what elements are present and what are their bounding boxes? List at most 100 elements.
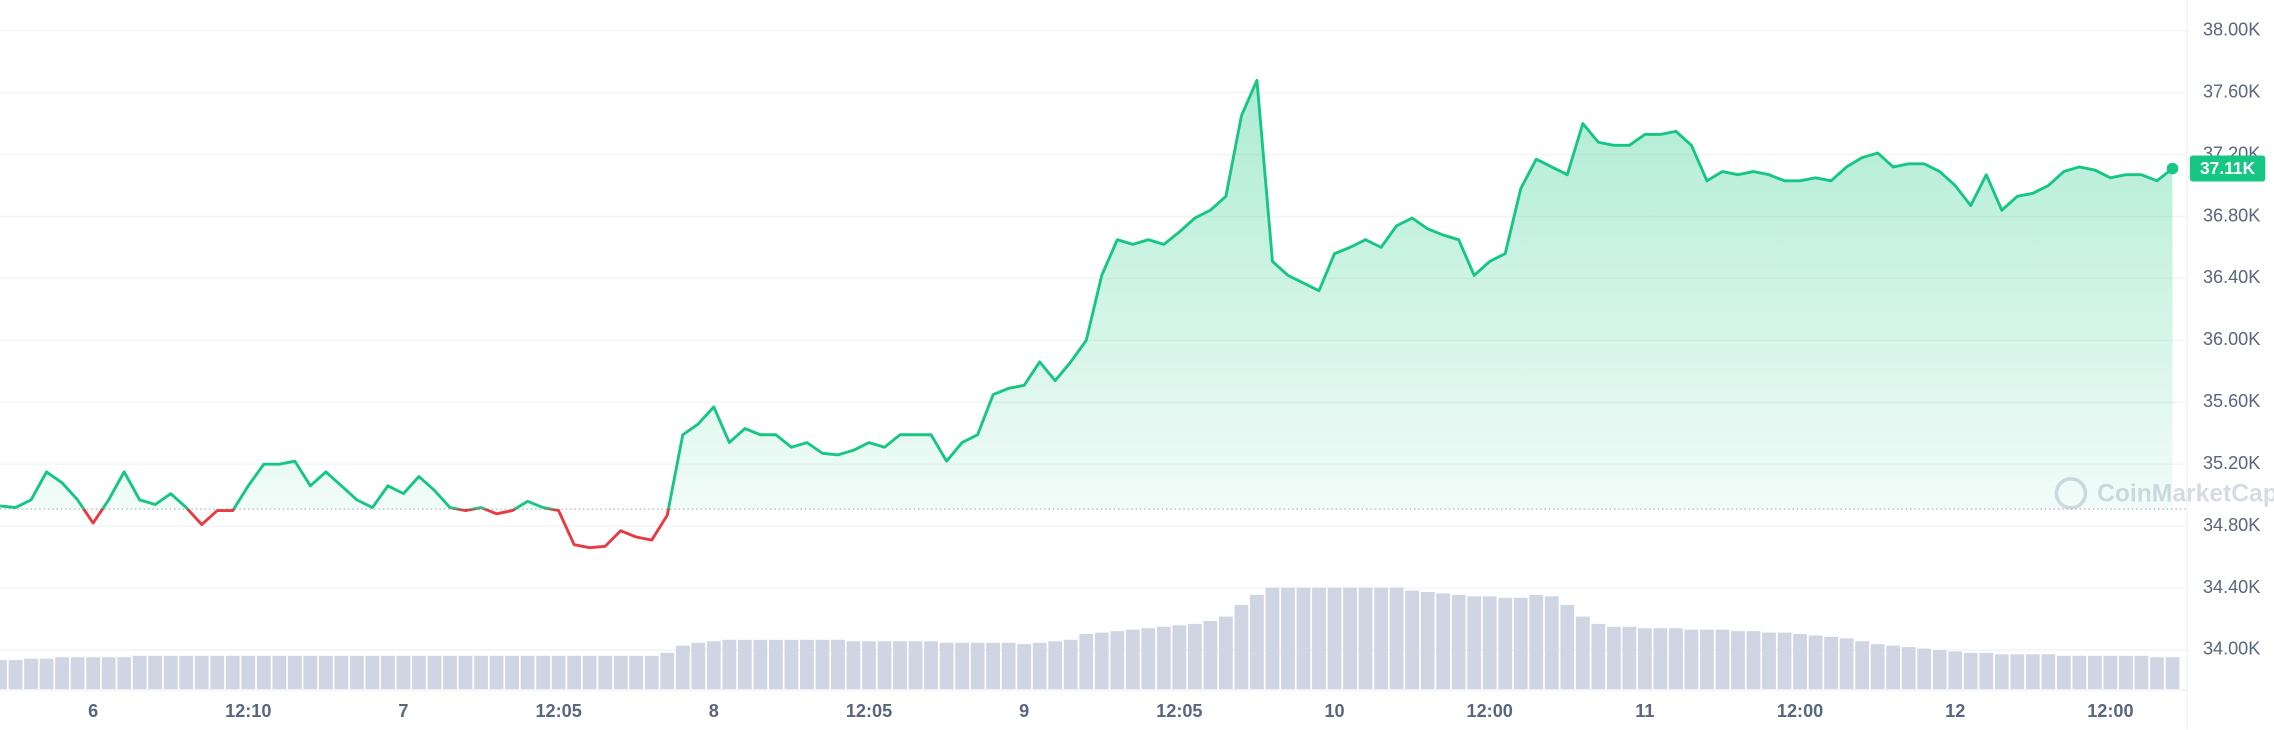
volume-bar xyxy=(1219,616,1233,690)
volume-bar xyxy=(412,655,426,690)
y-tick-label: 35.60K xyxy=(2203,391,2260,411)
volume-bar xyxy=(2056,655,2071,690)
x-tick-label: 12 xyxy=(1945,701,1965,721)
y-tick-label: 37.60K xyxy=(2203,81,2260,101)
volume-bar xyxy=(1637,628,1652,690)
x-tick-label: 8 xyxy=(709,701,719,721)
volume-bar xyxy=(1017,644,1032,690)
volume-bar xyxy=(1808,635,1823,690)
x-tick-label: 6 xyxy=(88,701,98,721)
volume-bar xyxy=(287,655,302,690)
volume-bar xyxy=(1932,649,1947,690)
volume-bar xyxy=(1963,652,1978,690)
volume-bar xyxy=(210,655,225,690)
price-tag-label: 37.11K xyxy=(2200,158,2256,178)
y-tick-label: 36.40K xyxy=(2203,267,2260,287)
volume-bar xyxy=(970,642,985,690)
volume-bar xyxy=(1187,623,1202,690)
volume-bar xyxy=(1312,587,1326,690)
volume-bar xyxy=(1125,629,1140,690)
volume-bar xyxy=(1870,644,1885,690)
volume-bar xyxy=(2041,654,2056,690)
volume-bar xyxy=(1250,594,1264,690)
volume-bar xyxy=(1762,632,1776,690)
volume-bar xyxy=(194,655,209,690)
volume-bar xyxy=(551,655,566,690)
volume-bar xyxy=(986,642,1001,690)
volume-bar xyxy=(1203,620,1218,690)
volume-bar xyxy=(2088,655,2102,690)
volume-bar xyxy=(815,639,830,690)
volume-bar xyxy=(443,655,457,690)
volume-bar xyxy=(1156,626,1171,690)
volume-bar xyxy=(567,655,582,690)
volume-bar xyxy=(86,657,100,690)
volume-bar xyxy=(1793,634,1807,690)
volume-bar xyxy=(1482,596,1497,690)
y-tick-label: 38.00K xyxy=(2203,19,2260,39)
volume-bar xyxy=(1529,594,1544,690)
volume-bar xyxy=(1374,587,1388,690)
volume-bar xyxy=(1824,636,1838,690)
volume-bar xyxy=(474,655,488,690)
volume-bar xyxy=(737,639,752,690)
volume-bar xyxy=(1715,629,1730,690)
volume-bar xyxy=(582,655,597,690)
volume-bar xyxy=(520,655,535,690)
volume-bar xyxy=(1855,641,1870,690)
volume-bar xyxy=(365,655,380,690)
volume-bar xyxy=(1110,631,1125,690)
volume-bar xyxy=(1575,616,1590,690)
price-tag xyxy=(2189,155,2266,182)
volume-bar xyxy=(1281,587,1295,690)
volume-bar xyxy=(2010,654,2025,690)
y-tick-label: 36.80K xyxy=(2203,205,2260,225)
volume-bar xyxy=(1358,587,1373,690)
volume-bar xyxy=(489,655,504,690)
volume-bar xyxy=(350,655,364,690)
volume-bar xyxy=(396,655,411,690)
volume-bar xyxy=(55,657,69,690)
volume-bar xyxy=(1606,626,1621,690)
x-tick-label: 12:00 xyxy=(2087,701,2133,721)
volume-bar xyxy=(831,639,845,690)
volume-bar xyxy=(1094,632,1109,690)
volume-bar xyxy=(2025,654,2040,690)
y-tick-label: 34.40K xyxy=(2203,577,2260,597)
volume-bar xyxy=(675,645,690,690)
volume-bar xyxy=(458,655,473,690)
volume-bar xyxy=(939,642,954,690)
volume-bar xyxy=(2103,655,2118,690)
volume-bar xyxy=(1001,642,1016,690)
volume-bar xyxy=(1917,648,1932,690)
y-tick-label: 35.20K xyxy=(2203,453,2260,473)
volume-bar xyxy=(334,655,349,690)
volume-bar xyxy=(318,655,333,690)
volume-bar xyxy=(1048,641,1063,690)
volume-bar xyxy=(1622,626,1637,690)
volume-bar xyxy=(117,657,132,690)
volume-bar xyxy=(768,639,783,690)
volume-bar xyxy=(784,639,799,690)
volume-bar xyxy=(893,641,907,690)
volume-bar xyxy=(1063,639,1078,690)
volume-bar xyxy=(1451,594,1466,690)
volume-bar xyxy=(1513,597,1528,690)
volume-bar xyxy=(753,639,768,690)
volume-bar xyxy=(629,655,644,690)
volume-bar xyxy=(1591,623,1606,690)
volume-bar xyxy=(1327,587,1342,690)
volume-bar xyxy=(706,641,721,690)
volume-bar xyxy=(179,655,194,690)
volume-bar xyxy=(1141,628,1156,690)
volume-bar xyxy=(1994,654,2009,690)
volume-bar xyxy=(1746,631,1761,690)
volume-bar xyxy=(536,655,551,690)
volume-bar xyxy=(1731,631,1745,690)
volume-bar xyxy=(2165,657,2180,690)
volume-bar xyxy=(1979,652,1994,690)
volume-bar xyxy=(1032,642,1047,690)
volume-bar xyxy=(1234,605,1249,690)
x-tick-label: 12:05 xyxy=(846,701,892,721)
volume-bar xyxy=(1886,645,1901,690)
